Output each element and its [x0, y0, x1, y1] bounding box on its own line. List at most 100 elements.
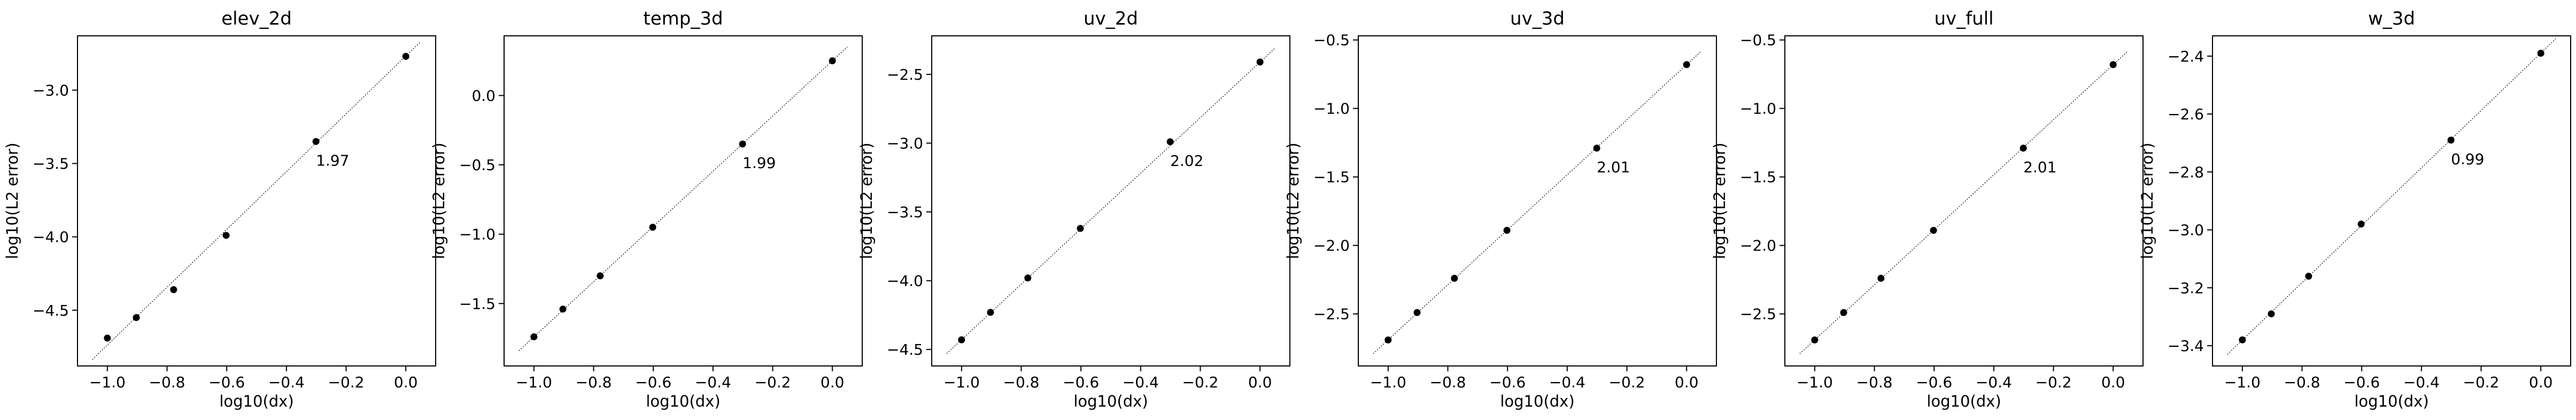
- y-tick-label: −3.4: [2168, 337, 2204, 355]
- x-tick-label: −0.4: [1549, 373, 1585, 391]
- data-point: [1683, 61, 1690, 68]
- y-tick-label: −2.0: [1313, 237, 1350, 255]
- x-tick-label: −0.6: [1489, 373, 1526, 391]
- x-tick-label: 0.0: [2529, 373, 2553, 391]
- x-axis-label: log10(dx): [646, 392, 720, 410]
- fit-line: [92, 41, 421, 360]
- x-tick-label: 0.0: [821, 373, 845, 391]
- slope-annotation: 1.99: [742, 154, 776, 172]
- data-point: [222, 232, 230, 239]
- data-point: [1811, 336, 1819, 343]
- y-tick-label: −1.5: [1313, 169, 1350, 186]
- subplot-uv_3d: −1.0 −0.8 −0.6 −0.4 −0.2 0.0 −2.5 −2.0 −1.5 −1.0 −…: [1284, 8, 1717, 410]
- data-point: [1256, 58, 1264, 66]
- axes-frame: [931, 35, 1290, 366]
- y-tick-label: −4.5: [33, 302, 69, 319]
- slope-annotation: 2.01: [1597, 158, 1630, 176]
- x-tick-label: 0.0: [1675, 373, 1699, 391]
- y-tick-label: −3.0: [2168, 222, 2204, 239]
- data-point: [958, 336, 965, 343]
- axes-frame: [1784, 35, 2144, 366]
- y-tick-label: −2.6: [2168, 105, 2204, 123]
- y-tick-label: −3.5: [887, 203, 923, 221]
- x-tick-label: −0.2: [1182, 373, 1219, 391]
- axes-frame: [1358, 35, 1717, 366]
- data-point: [1077, 225, 1084, 232]
- x-tick-label: 0.0: [2101, 373, 2125, 391]
- x-tick-label: −0.6: [1916, 373, 1952, 391]
- data-point: [649, 224, 656, 231]
- y-tick-label: −1.5: [459, 295, 496, 312]
- x-tick-label: −0.8: [1856, 373, 1893, 391]
- subplot-w_3d: −1.0 −0.8 −0.6 −0.4 −0.2 0.0 −3.4 −3.2 −3.0 −2.8 −…: [2138, 8, 2571, 410]
- y-tick-label: −3.0: [887, 135, 923, 152]
- x-tick-label: −0.4: [695, 373, 731, 391]
- y-tick-label: −1.0: [459, 226, 496, 243]
- y-axis-label: log10(L2 error): [1284, 143, 1302, 259]
- data-point: [2357, 220, 2365, 228]
- x-tick-label: −0.2: [755, 373, 791, 391]
- y-tick-label: −0.5: [459, 156, 496, 174]
- x-tick-label: −0.6: [635, 373, 671, 391]
- data-point: [1840, 309, 1847, 316]
- data-point: [170, 286, 177, 293]
- y-tick-label: −2.5: [1740, 306, 1776, 323]
- x-axis-label: log10(dx): [1073, 392, 1148, 410]
- y-tick-label: −4.5: [887, 341, 923, 358]
- subplot-uv_full: −1.0 −0.8 −0.6 −0.4 −0.2 0.0 −2.5 −2.0 −1.5 −1.0 −…: [1711, 8, 2144, 410]
- y-tick-label: −4.0: [33, 228, 69, 246]
- data-point: [1877, 274, 1885, 282]
- x-tick-label: −0.8: [149, 373, 185, 391]
- data-point: [1451, 274, 1458, 282]
- x-tick-label: −0.4: [2403, 373, 2440, 391]
- x-tick-label: −0.4: [1123, 373, 1159, 391]
- x-tick-label: 0.0: [1248, 373, 1272, 391]
- y-tick-label: −2.8: [2168, 163, 2204, 181]
- fit-line: [946, 48, 1275, 354]
- x-tick-label: −1.0: [943, 373, 980, 391]
- subplot-temp_3d: −1.0 −0.8 −0.6 −0.4 −0.2 0.0 −1.5 −1.0 −0.5 0.0 1.…: [430, 8, 863, 410]
- y-tick-label: −2.4: [2168, 48, 2204, 65]
- data-point: [312, 138, 320, 145]
- x-axis-label: log10(dx): [219, 392, 293, 410]
- x-tick-label: −1.0: [1370, 373, 1406, 391]
- y-tick-label: −2.5: [887, 66, 923, 83]
- y-tick-label: −1.5: [1740, 169, 1776, 186]
- y-axis-label: log10(L2 error): [1711, 143, 1729, 259]
- y-tick-label: −3.5: [33, 155, 69, 173]
- data-point: [133, 314, 140, 322]
- chart-title: uv_full: [1934, 8, 1993, 29]
- x-tick-label: −1.0: [89, 373, 126, 391]
- data-point: [104, 334, 111, 342]
- fit-line: [2227, 38, 2556, 355]
- y-tick-label: −2.5: [1313, 306, 1350, 323]
- y-axis-label: log10(L2 error): [430, 143, 448, 259]
- y-tick-label: 0.0: [471, 87, 496, 104]
- fit-line: [519, 47, 848, 351]
- data-point: [1930, 227, 1937, 234]
- data-point: [1413, 309, 1421, 316]
- slope-annotation: 0.99: [2451, 150, 2484, 168]
- y-tick-label: −3.2: [2168, 279, 2204, 297]
- data-point: [739, 140, 746, 148]
- x-tick-label: −1.0: [2224, 373, 2261, 391]
- slope-annotation: 1.97: [316, 151, 349, 169]
- x-tick-label: −0.6: [2343, 373, 2380, 391]
- y-axis-label: log10(L2 error): [2138, 143, 2156, 259]
- chart-title: elev_2d: [221, 8, 292, 29]
- data-point: [2305, 272, 2312, 280]
- data-point: [2239, 336, 2246, 343]
- data-point: [1024, 274, 1032, 281]
- data-point: [2020, 144, 2027, 152]
- fit-line: [1799, 50, 2129, 354]
- y-tick-label: −1.0: [1740, 100, 1776, 118]
- data-point: [1384, 336, 1392, 343]
- data-point: [2537, 49, 2544, 57]
- y-axis-label: log10(L2 error): [3, 143, 21, 259]
- x-tick-label: 0.0: [394, 373, 418, 391]
- slope-annotation: 2.01: [2023, 158, 2056, 176]
- x-axis-label: log10(dx): [2354, 392, 2428, 410]
- x-tick-label: −0.6: [208, 373, 245, 391]
- x-tick-label: −0.8: [576, 373, 612, 391]
